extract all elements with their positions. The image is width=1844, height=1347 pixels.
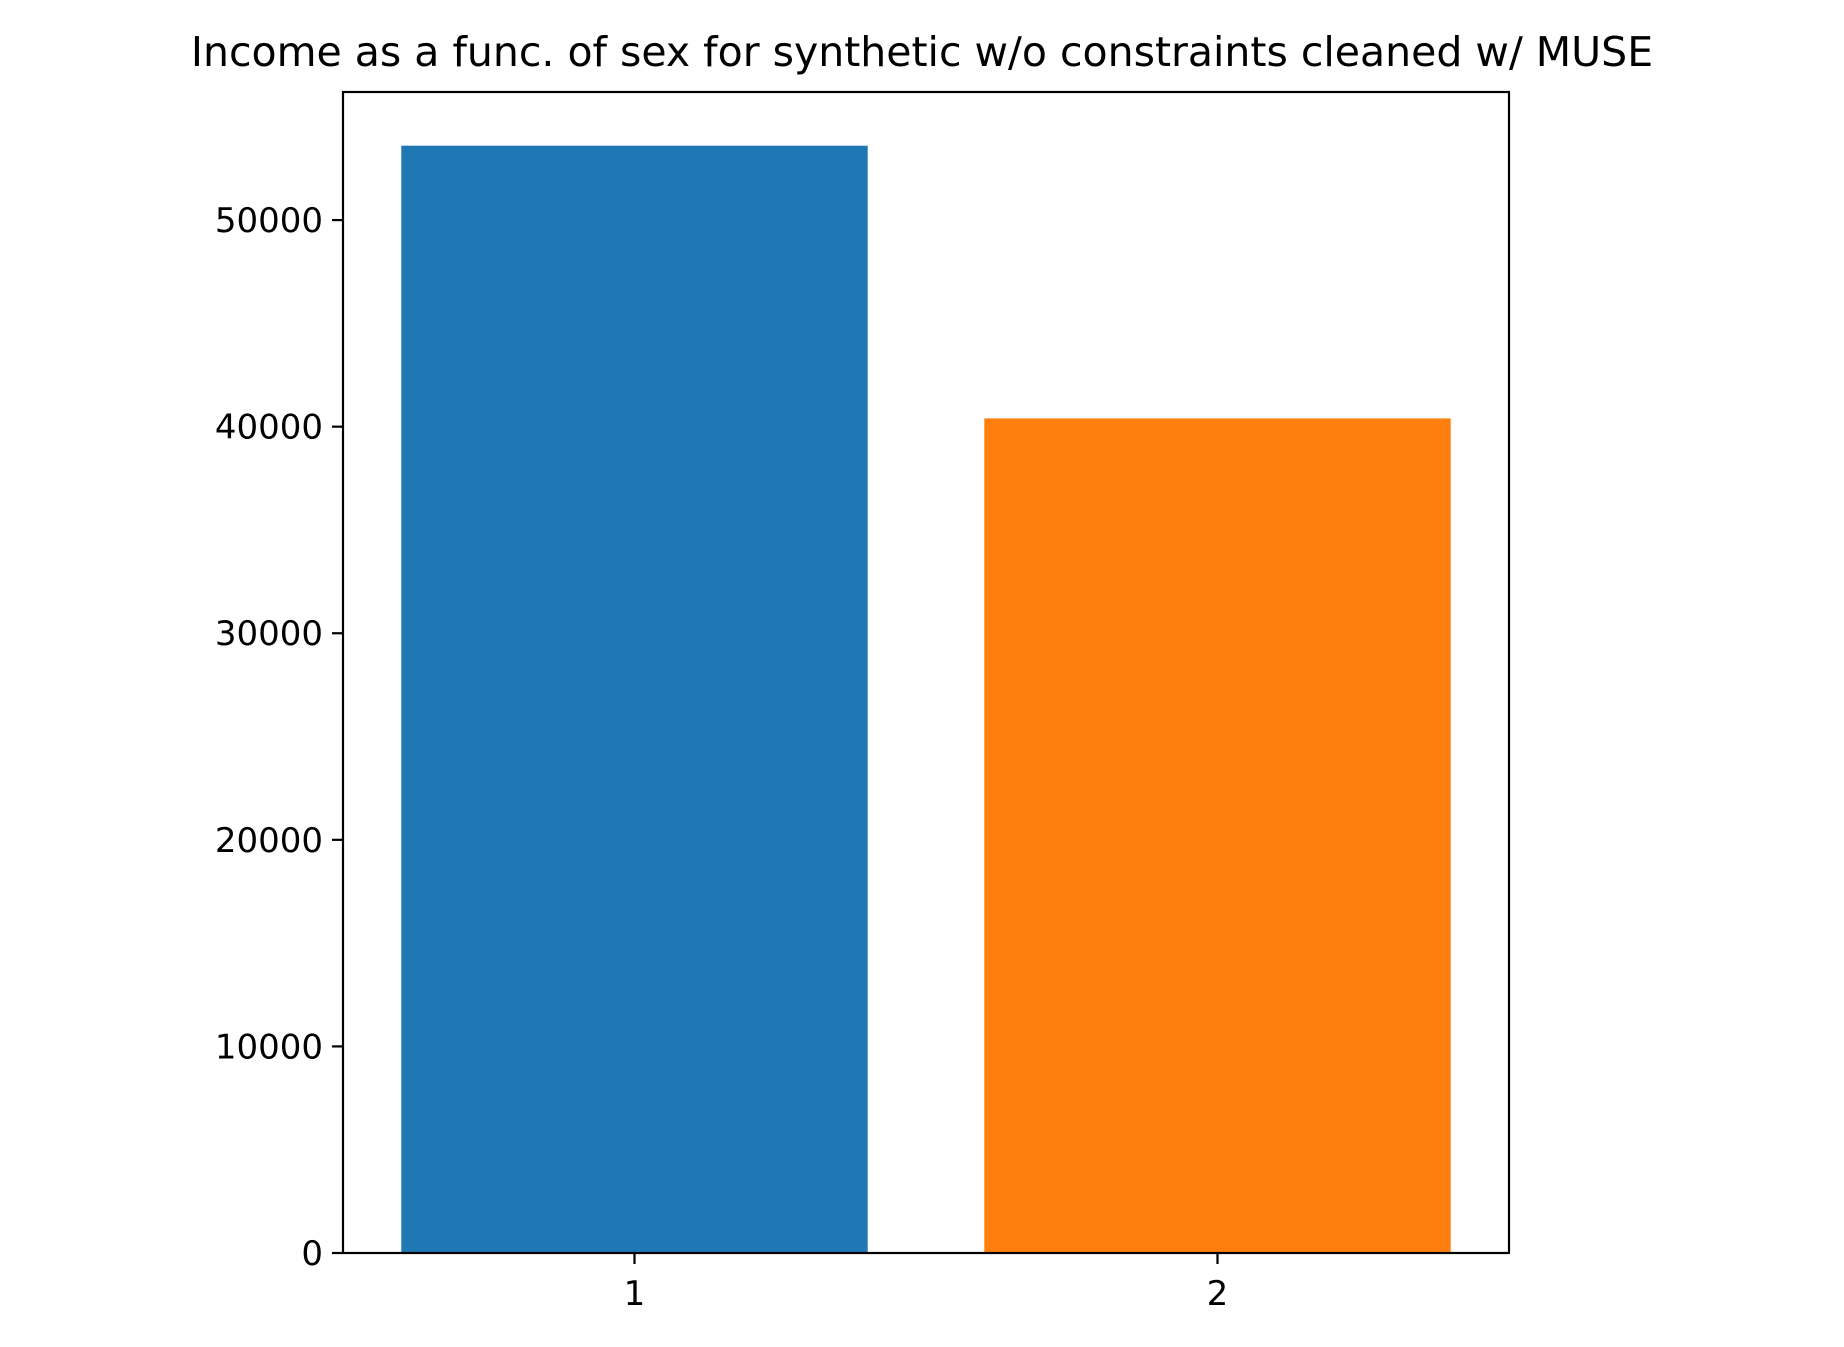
plot-frame [341,90,1511,1255]
bar-1 [401,145,868,1254]
y-tick-label-50000: 50000 [215,201,323,241]
chart-title: Income as a func. of sex for synthetic w… [191,28,1653,76]
bar-2 [984,418,1451,1253]
y-tick-label-0: 0 [301,1234,323,1274]
x-tick-label-1: 1 [624,1274,646,1314]
y-tick-label-20000: 20000 [215,821,323,861]
x-tick-label-2: 2 [1207,1274,1229,1314]
y-tick-label-40000: 40000 [215,408,323,448]
bars-group [401,145,1451,1254]
y-tick-label-10000: 10000 [215,1027,323,1067]
y-axis: 0 10000 20000 30000 40000 50000 [215,201,343,1274]
y-tick-label-30000: 30000 [215,614,323,654]
